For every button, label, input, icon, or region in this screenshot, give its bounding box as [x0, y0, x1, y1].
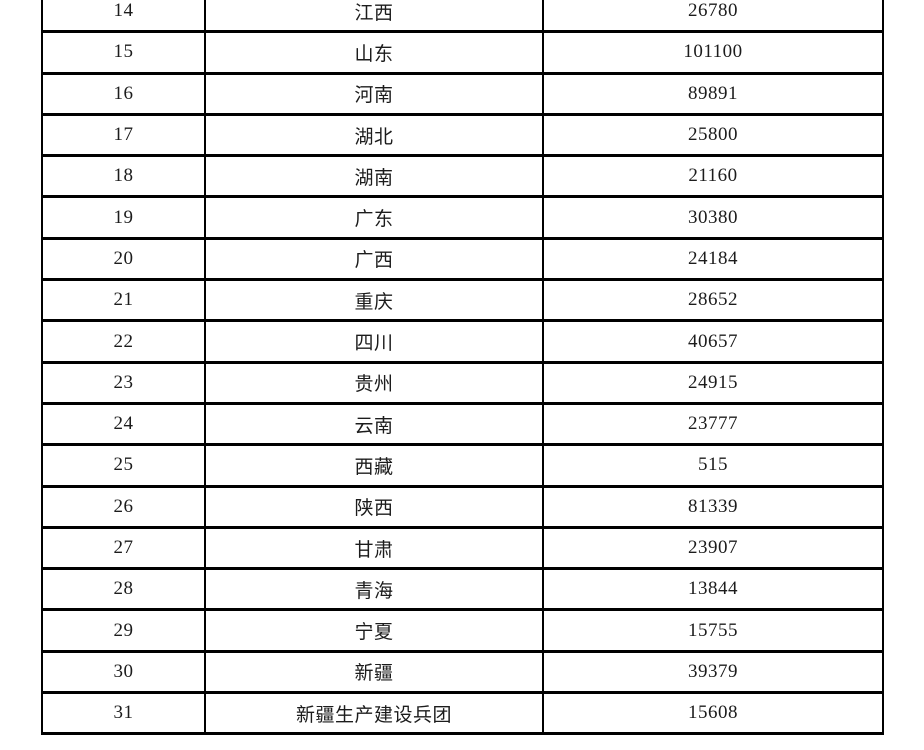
table-row: 31 新疆生产建设兵团 15608	[41, 691, 884, 736]
value-cell: 81339	[542, 484, 884, 529]
value-cell: 40657	[542, 319, 884, 364]
row-index-cell: 29	[41, 608, 206, 653]
row-index-cell: 27	[41, 525, 206, 571]
value-cell: 89891	[542, 71, 884, 116]
row-index-cell: 30	[41, 649, 206, 695]
row-index-cell: 14	[41, 0, 206, 34]
region-name-cell: 宁夏	[204, 608, 544, 653]
value-cell: 23777	[542, 401, 884, 447]
table-row: 28 青海 13844	[41, 567, 884, 612]
value-cell: 24184	[542, 236, 884, 282]
row-index-cell: 22	[41, 319, 206, 364]
region-name-cell: 新疆	[204, 649, 544, 695]
value-cell: 30380	[542, 195, 884, 240]
row-index-cell: 18	[41, 154, 206, 199]
region-name-cell: 新疆生产建设兵团	[204, 691, 544, 736]
row-index-cell: 15	[41, 30, 206, 75]
region-name-cell: 山东	[204, 30, 544, 75]
table-row: 15 山东 101100	[41, 30, 884, 75]
table-row: 30 新疆 39379	[41, 649, 884, 695]
value-cell: 15755	[542, 608, 884, 653]
table-row: 25 西藏 515	[41, 443, 884, 488]
table-row: 19 广东 30380	[41, 195, 884, 240]
region-name-cell: 河南	[204, 71, 544, 116]
table-row: 26 陕西 81339	[41, 484, 884, 529]
table-row: 21 重庆 28652	[41, 278, 884, 323]
region-name-cell: 湖南	[204, 154, 544, 199]
row-index-cell: 21	[41, 278, 206, 323]
value-cell: 28652	[542, 278, 884, 323]
region-name-cell: 甘肃	[204, 525, 544, 571]
table-row: 18 湖南 21160	[41, 154, 884, 199]
region-name-cell: 广东	[204, 195, 544, 240]
table-body: 14 江西 26780 15 山东 101100 16 河南 89891 17 湖北 25800 18 湖…	[41, 0, 884, 736]
value-cell: 23907	[542, 525, 884, 571]
table-row: 17 湖北 25800	[41, 112, 884, 158]
value-cell: 15608	[542, 691, 884, 736]
row-index-cell: 20	[41, 236, 206, 282]
table-row: 14 江西 26780	[41, 0, 884, 34]
row-index-cell: 17	[41, 112, 206, 158]
region-name-cell: 青海	[204, 567, 544, 612]
row-index-cell: 26	[41, 484, 206, 529]
region-name-cell: 云南	[204, 401, 544, 447]
table-row: 29 宁夏 15755	[41, 608, 884, 653]
value-cell: 101100	[542, 30, 884, 75]
value-cell: 39379	[542, 649, 884, 695]
table-row: 20 广西 24184	[41, 236, 884, 282]
region-name-cell: 江西	[204, 0, 544, 34]
region-name-cell: 重庆	[204, 278, 544, 323]
value-cell: 26780	[542, 0, 884, 34]
table-row: 16 河南 89891	[41, 71, 884, 116]
table-row: 24 云南 23777	[41, 401, 884, 447]
region-name-cell: 陕西	[204, 484, 544, 529]
value-cell: 13844	[542, 567, 884, 612]
table-row: 23 贵州 24915	[41, 360, 884, 405]
table-row: 22 四川 40657	[41, 319, 884, 364]
region-name-cell: 四川	[204, 319, 544, 364]
region-name-cell: 贵州	[204, 360, 544, 405]
row-index-cell: 19	[41, 195, 206, 240]
value-cell: 21160	[542, 154, 884, 199]
value-cell: 25800	[542, 112, 884, 158]
row-index-cell: 31	[41, 691, 206, 736]
row-index-cell: 16	[41, 71, 206, 116]
value-cell: 515	[542, 443, 884, 488]
region-name-cell: 西藏	[204, 443, 544, 488]
region-name-cell: 湖北	[204, 112, 544, 158]
row-index-cell: 28	[41, 567, 206, 612]
value-cell: 24915	[542, 360, 884, 405]
region-data-table: 14 江西 26780 15 山东 101100 16 河南 89891 17 湖北 25800 18 湖…	[41, 0, 884, 736]
row-index-cell: 24	[41, 401, 206, 447]
table-row: 27 甘肃 23907	[41, 525, 884, 571]
row-index-cell: 25	[41, 443, 206, 488]
row-index-cell: 23	[41, 360, 206, 405]
region-name-cell: 广西	[204, 236, 544, 282]
